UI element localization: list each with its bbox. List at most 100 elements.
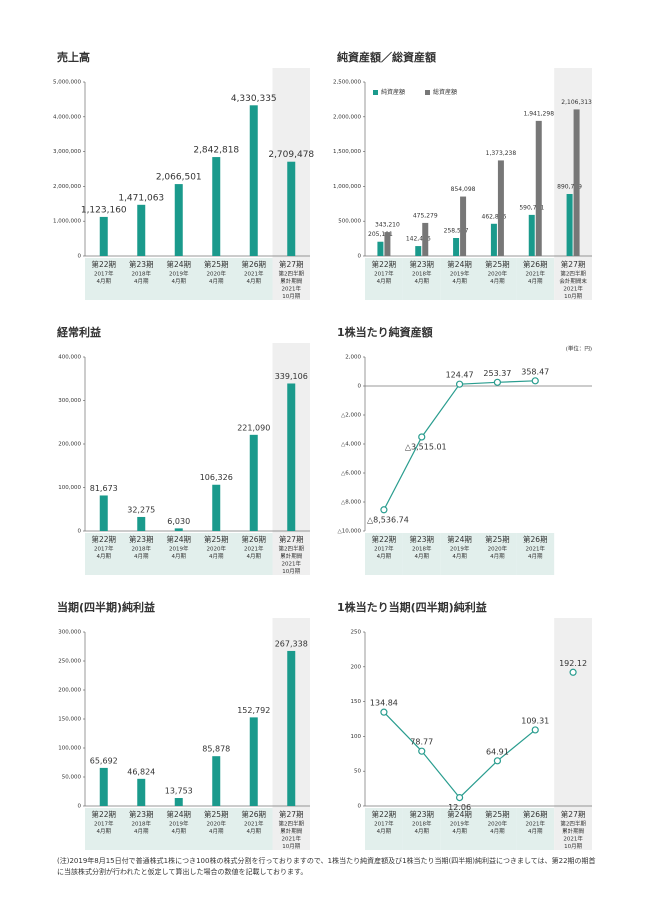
y-tick-label: 150 xyxy=(351,699,362,705)
x-tick-note: 10月期 xyxy=(282,843,300,850)
x-tick-note: 4月期 xyxy=(97,278,112,285)
value-label: 46,824 xyxy=(127,767,155,776)
x-tick-note: 4月期 xyxy=(377,278,392,285)
category-band xyxy=(235,533,273,575)
x-tick-label: 第22期 xyxy=(91,259,116,269)
value-label: 13,753 xyxy=(165,787,193,796)
x-tick-note: 2020年 xyxy=(207,270,227,278)
value-label: 475,279 xyxy=(413,212,438,219)
x-tick-label: 第23期 xyxy=(129,809,154,819)
bar xyxy=(453,238,460,256)
y-tick-label: △6,000 xyxy=(341,471,361,477)
x-tick-note: 2021年 xyxy=(563,835,583,843)
x-tick-note: 4月期 xyxy=(209,828,224,835)
bar xyxy=(422,222,429,256)
bar xyxy=(99,495,108,531)
y-tick-label: 100 xyxy=(351,734,362,740)
category-band xyxy=(440,258,479,300)
point xyxy=(493,378,502,386)
y-tick-label: 100,000 xyxy=(58,485,81,491)
category-band xyxy=(365,258,403,300)
x-tick-label: 第25期 xyxy=(204,259,229,269)
y-tick-label: △4,000 xyxy=(341,442,361,448)
x-tick-label: 第25期 xyxy=(485,809,510,819)
x-tick-note: 4月期 xyxy=(134,278,149,285)
x-tick-note: 累計期間 xyxy=(562,827,585,835)
category-band xyxy=(478,258,517,300)
bar xyxy=(490,223,497,256)
x-tick-label: 第23期 xyxy=(129,259,154,269)
x-tick-label: 第24期 xyxy=(166,534,191,544)
x-tick-note: 4月期 xyxy=(415,553,430,560)
x-tick-note: 4月期 xyxy=(209,553,224,560)
x-tick-note: 2021年 xyxy=(563,285,583,293)
x-tick-note: 4月期 xyxy=(172,553,187,560)
x-tick-label: 第24期 xyxy=(166,809,191,819)
x-tick-label: 第27期 xyxy=(279,534,304,544)
y-tick-label: 0 xyxy=(78,529,82,535)
x-tick-note: 2019年 xyxy=(169,270,189,278)
value-label: 109.31 xyxy=(521,716,549,725)
y-tick-label: 200,000 xyxy=(58,442,81,448)
x-tick-note: 2017年 xyxy=(374,545,394,553)
value-label: 1,373,238 xyxy=(486,150,517,157)
legend-swatch xyxy=(425,90,430,95)
bar xyxy=(99,216,108,256)
x-tick-note: 4月期 xyxy=(247,828,262,835)
value-label: 32,275 xyxy=(127,505,155,514)
value-label: 462,876 xyxy=(482,213,507,220)
value-label: 12.06 xyxy=(448,803,471,812)
bar xyxy=(535,120,542,257)
y-tick-label: 200,000 xyxy=(58,688,81,694)
point xyxy=(418,747,426,755)
category-band xyxy=(85,533,123,575)
y-tick-label: 500,000 xyxy=(338,219,361,225)
value-label: 134.84 xyxy=(370,699,398,708)
value-label: 124.47 xyxy=(446,371,474,380)
x-tick-label: 第26期 xyxy=(523,259,548,269)
value-label: 142,446 xyxy=(406,236,431,243)
y-tick-label: 3,000,000 xyxy=(53,149,81,155)
y-tick-label: 0 xyxy=(78,804,82,810)
category-band xyxy=(160,533,198,575)
value-label: △8,536.74 xyxy=(367,515,409,524)
highlight-band xyxy=(554,68,592,300)
value-label: 253.37 xyxy=(483,369,511,378)
category-band xyxy=(402,533,441,575)
bar xyxy=(174,184,183,256)
category-band xyxy=(122,808,160,850)
x-tick-note: 2020年 xyxy=(488,270,508,278)
point xyxy=(531,726,539,734)
x-tick-note: 4月期 xyxy=(452,828,467,835)
x-tick-note: 2021年 xyxy=(244,820,264,828)
category-band xyxy=(516,533,555,575)
bar xyxy=(212,484,221,531)
x-tick-label: 第25期 xyxy=(485,259,510,269)
chart-title: 1株当たり純資産額 xyxy=(337,325,433,339)
point xyxy=(455,380,464,388)
chart-title: 当期(四半期)純利益 xyxy=(57,600,155,614)
x-tick-label: 第22期 xyxy=(372,534,397,544)
y-tick-label: 100,000 xyxy=(58,746,81,752)
bar xyxy=(528,214,535,256)
category-band xyxy=(402,808,441,850)
value-label: 1,123,160 xyxy=(81,205,127,215)
x-tick-note: 2021年 xyxy=(282,285,302,293)
x-tick-note: 2019年 xyxy=(169,545,189,553)
y-tick-label: 2,000,000 xyxy=(53,184,81,190)
y-tick-label: 50 xyxy=(354,769,361,775)
y-tick-label: 1,000,000 xyxy=(53,219,81,225)
value-label: 192.12 xyxy=(559,659,587,668)
y-tick-label: 0 xyxy=(358,804,362,810)
point xyxy=(455,794,464,802)
category-band xyxy=(122,533,160,575)
footnote: (注)2019年8月15日付で普通株式1株につき100株の株式分割を行っておりま… xyxy=(57,857,596,876)
x-tick-note: 2020年 xyxy=(207,545,227,553)
x-tick-note: 4月期 xyxy=(528,828,543,835)
legend-label: 総資産額 xyxy=(433,88,457,96)
value-label: 205,101 xyxy=(368,231,393,238)
value-label: 267,338 xyxy=(275,639,308,648)
y-tick-label: △10,000 xyxy=(338,529,362,535)
category-band xyxy=(516,808,555,850)
